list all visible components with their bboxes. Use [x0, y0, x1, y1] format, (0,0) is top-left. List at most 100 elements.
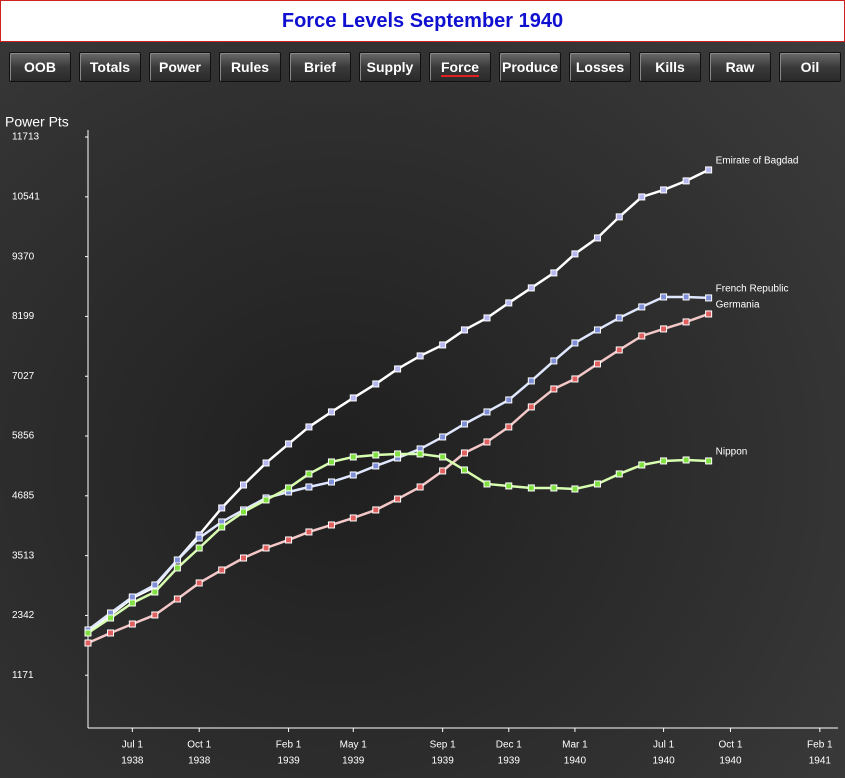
point-marker	[327, 478, 335, 486]
point-marker	[660, 293, 668, 301]
x-tick-year: 1941	[809, 756, 832, 767]
point-marker	[615, 470, 623, 478]
point-marker	[173, 556, 181, 564]
y-tick-label: 1171	[12, 670, 34, 681]
tab-button[interactable]: Raw	[709, 52, 771, 82]
tab-label: OOB	[24, 59, 56, 75]
series-label: Emirate of Bagdad	[716, 156, 799, 167]
point-marker	[394, 450, 402, 458]
point-marker	[151, 581, 159, 589]
point-marker	[527, 284, 535, 292]
point-marker	[705, 294, 713, 302]
x-tick-label: Oct 1	[187, 740, 211, 751]
point-marker	[550, 269, 558, 277]
point-marker	[349, 453, 357, 461]
tab-label: Kills	[655, 59, 685, 75]
point-marker	[593, 234, 601, 242]
point-marker	[460, 449, 468, 457]
point-marker	[394, 365, 402, 373]
point-marker	[682, 293, 690, 301]
x-tick-label: Jul 1	[653, 740, 675, 751]
point-marker	[682, 318, 690, 326]
point-marker	[527, 377, 535, 385]
x-tick-year: 1940	[652, 756, 675, 767]
point-marker	[660, 186, 668, 194]
y-tick-label: 8199	[12, 311, 35, 322]
point-marker	[84, 639, 92, 647]
point-marker	[571, 250, 579, 258]
x-tick-label: Feb 1	[276, 740, 302, 751]
point-marker	[615, 314, 623, 322]
x-tick-label: Oct 1	[718, 740, 742, 751]
point-marker	[682, 177, 690, 185]
point-marker	[218, 504, 226, 512]
tab-label: Supply	[366, 59, 414, 75]
x-tick-year: 1938	[121, 756, 144, 767]
point-marker	[439, 453, 447, 461]
point-marker	[460, 420, 468, 428]
point-marker	[571, 485, 579, 493]
x-tick-year: 1939	[277, 756, 300, 767]
point-marker	[372, 451, 380, 459]
point-marker	[638, 193, 646, 201]
point-marker	[372, 462, 380, 470]
x-tick-year: 1940	[719, 756, 742, 767]
x-tick-year: 1940	[564, 756, 587, 767]
y-tick-label: 5856	[12, 431, 35, 442]
tab-button[interactable]: Oil	[779, 52, 841, 82]
point-marker	[638, 332, 646, 340]
point-marker	[439, 433, 447, 441]
tab-button[interactable]: Rules	[219, 52, 281, 82]
tab-button[interactable]: Losses	[569, 52, 631, 82]
point-marker	[505, 482, 513, 490]
point-marker	[285, 440, 293, 448]
point-marker	[505, 396, 513, 404]
tab-label: Raw	[725, 59, 755, 75]
tab-bar: OOB Totals Power Rules Brief Supply Force Produ…	[0, 52, 845, 84]
point-marker	[593, 326, 601, 334]
x-tick-year: 1939	[498, 756, 521, 767]
tab-button[interactable]: Supply	[359, 52, 421, 82]
point-marker	[593, 480, 601, 488]
point-marker	[262, 459, 270, 467]
point-marker	[483, 438, 491, 446]
y-tick-label: 3513	[12, 550, 35, 561]
tab-button[interactable]: Totals	[79, 52, 141, 82]
point-marker	[638, 461, 646, 469]
series-line	[87, 295, 709, 631]
series-line	[87, 312, 710, 645]
point-marker	[394, 495, 402, 503]
series-label: Germania	[716, 300, 760, 311]
point-marker	[327, 521, 335, 529]
point-marker	[550, 484, 558, 492]
x-tick-label: Feb 1	[807, 740, 833, 751]
point-marker	[439, 341, 447, 349]
tab-label: Force	[440, 59, 480, 77]
tab-button[interactable]: Force	[429, 52, 491, 82]
tab-button[interactable]: Power	[149, 52, 211, 82]
point-marker	[218, 523, 226, 531]
point-marker	[505, 299, 513, 307]
point-marker	[460, 326, 468, 334]
point-marker	[128, 599, 136, 607]
tab-button[interactable]: Brief	[289, 52, 351, 82]
point-marker	[372, 380, 380, 388]
tab-button[interactable]: Produce	[499, 52, 561, 82]
point-marker	[705, 166, 713, 174]
tab-button[interactable]: OOB	[9, 52, 71, 82]
point-marker	[128, 620, 136, 628]
point-marker	[571, 375, 579, 383]
point-marker	[327, 458, 335, 466]
series-label: Nippon	[716, 447, 748, 458]
point-marker	[128, 593, 136, 601]
point-marker	[240, 481, 248, 489]
tab-button[interactable]: Kills	[639, 52, 701, 82]
point-marker	[262, 496, 270, 504]
point-marker	[660, 457, 668, 465]
point-marker	[240, 554, 248, 562]
x-tick-label: Sep 1	[430, 740, 457, 751]
point-marker	[593, 360, 601, 368]
point-marker	[349, 514, 357, 522]
series-label: French Republic	[716, 284, 789, 295]
